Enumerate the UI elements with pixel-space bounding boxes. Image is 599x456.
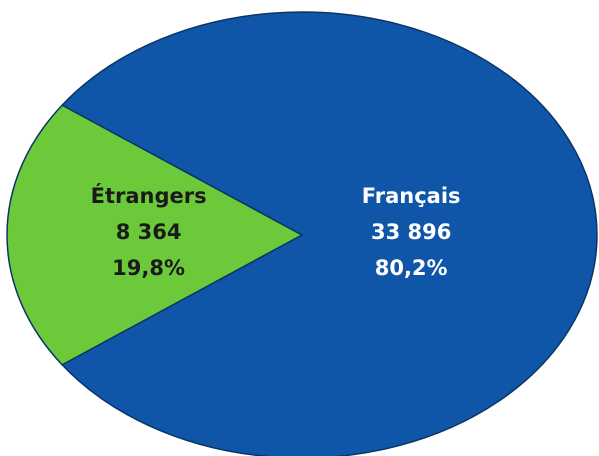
slice-value: 33 896 [371, 220, 451, 244]
slice-percent: 19,8% [112, 256, 185, 280]
slice-percent: 80,2% [375, 256, 448, 280]
pie-slice [6, 104, 304, 366]
slice-value: 8 364 [116, 220, 182, 244]
slice-name: Français [362, 184, 461, 208]
slice-name: Étrangers [91, 183, 207, 208]
pie-slice [60, 11, 598, 456]
